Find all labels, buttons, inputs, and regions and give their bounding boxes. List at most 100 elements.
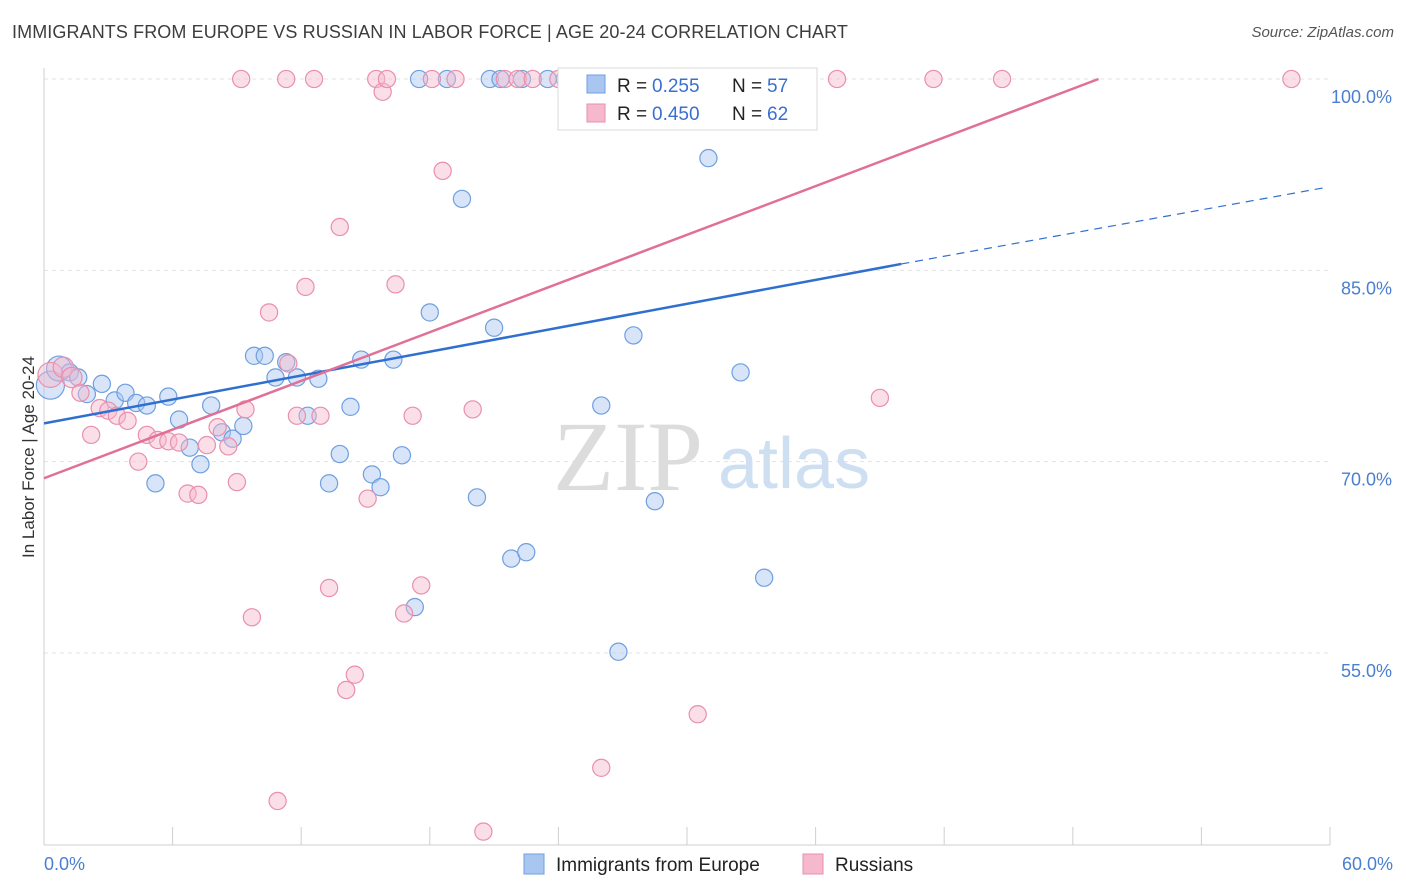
point-russians (208, 418, 227, 437)
legend-swatch-europe (586, 74, 606, 94)
point-russians (592, 758, 611, 777)
watermark-zip: ZIP (553, 401, 703, 512)
point-europe (255, 346, 274, 365)
point-europe (517, 543, 536, 562)
point-europe (77, 384, 97, 404)
point-russians (330, 217, 349, 237)
bottom-legend-label-europe: Immigrants from Europe (556, 855, 760, 876)
point-russians (495, 69, 514, 89)
point-europe (484, 318, 504, 337)
point-europe (244, 346, 264, 365)
point-russians (463, 400, 482, 419)
point-russians (386, 275, 405, 294)
point-europe (341, 397, 360, 416)
legend-box: R = 0.255 N = 57 R = 0.450 N = 62 (557, 67, 818, 131)
trend-lines (43, 77, 1327, 480)
point-russians (827, 69, 847, 89)
point-russians (345, 665, 364, 684)
point-europe (234, 416, 253, 436)
point-russians (924, 69, 943, 89)
watermark: ZIP atlas (553, 401, 870, 512)
point-russians (311, 406, 330, 425)
bottom-legend: Immigrants from Europe Russians (523, 853, 913, 876)
data-points (35, 69, 1301, 841)
point-europe (392, 446, 412, 465)
point-russians (37, 361, 64, 389)
legend-n-value-russians: 62 (767, 104, 788, 125)
point-europe (319, 474, 339, 493)
point-europe (645, 492, 665, 511)
point-russians (268, 791, 287, 811)
point-russians (1282, 69, 1301, 89)
point-russians (189, 485, 208, 505)
point-europe (330, 444, 349, 464)
trend-line-russians (43, 77, 1099, 480)
point-russians (508, 69, 527, 89)
point-russians (259, 303, 279, 322)
legend-n-label-russians: N = (732, 104, 762, 125)
point-russians (232, 69, 251, 89)
point-europe (266, 368, 285, 387)
point-russians (403, 406, 422, 425)
point-europe (146, 474, 165, 493)
point-europe (452, 189, 472, 209)
point-europe (731, 363, 750, 382)
point-russians (422, 69, 442, 89)
point-russians (296, 277, 315, 297)
legend-n-label-europe: N = (732, 76, 762, 97)
point-russians (219, 437, 238, 456)
point-russians (242, 608, 262, 627)
point-russians (412, 576, 431, 595)
watermark-atlas: atlas (718, 424, 870, 504)
point-europe (609, 642, 628, 661)
point-europe (405, 597, 424, 617)
point-europe (592, 396, 611, 415)
point-russians (433, 161, 452, 181)
chart-title: IMMIGRANTS FROM EUROPE VS RUSSIAN IN LAB… (12, 22, 848, 42)
point-russians (688, 705, 707, 724)
point-russians (358, 489, 377, 508)
axes (43, 68, 1331, 846)
y-axis-title: In Labor Force | Age 20-24 (19, 356, 38, 558)
point-europe (467, 488, 487, 507)
point-europe (92, 374, 112, 394)
point-europe (191, 455, 210, 474)
point-europe (298, 406, 317, 425)
point-russians (71, 383, 90, 402)
legend-r-value-russians: 0.450 (652, 104, 700, 125)
point-russians (319, 578, 339, 598)
legend-r-label-europe: R = (617, 76, 647, 97)
point-russians (394, 604, 414, 623)
point-russians (304, 69, 324, 89)
gridlines (44, 78, 1330, 654)
point-russians (446, 69, 465, 89)
point-russians (61, 366, 83, 389)
point-russians (279, 354, 298, 373)
point-europe (754, 568, 774, 587)
point-russians (337, 680, 356, 700)
point-russians (227, 472, 247, 492)
point-europe (480, 69, 499, 89)
legend-r-label-russians: R = (617, 104, 647, 125)
point-russians (197, 435, 217, 455)
point-russians (523, 69, 542, 89)
y-tick-label: 85.0% (1341, 278, 1392, 298)
point-russians (81, 425, 101, 445)
trend-line-europe-extension (901, 186, 1327, 265)
point-russians (118, 411, 137, 431)
point-russians (870, 388, 890, 408)
point-russians (992, 69, 1012, 89)
legend-r-value-europe: 0.255 (652, 76, 700, 97)
tick-labels: 100.0% 85.0% 70.0% 55.0% 0.0% 60.0% (44, 87, 1393, 874)
bottom-legend-label-russians: Russians (835, 855, 913, 876)
y-tick-label: 100.0% (1331, 87, 1392, 107)
legend-swatch-russians (586, 103, 606, 123)
point-russians (377, 69, 397, 89)
point-russians (277, 69, 296, 89)
x-tick-label: 0.0% (44, 854, 85, 874)
source-label: Source: ZipAtlas.com (1251, 24, 1394, 41)
legend-n-value-europe: 57 (767, 76, 788, 97)
point-russians (169, 433, 189, 452)
point-europe (371, 477, 390, 497)
